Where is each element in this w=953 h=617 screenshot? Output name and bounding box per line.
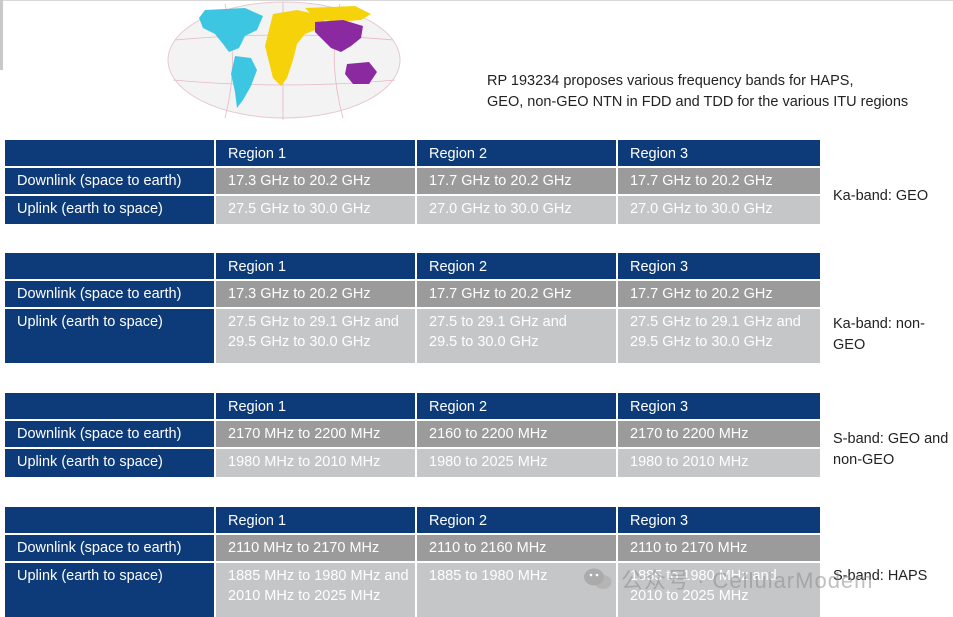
uplink-region-1-line-2: 2010 MHz to 2025 MHz (228, 588, 381, 604)
downlink-region-2: 2160 to 2200 MHz (417, 421, 616, 447)
header-blank (5, 140, 214, 166)
south-america-shape (231, 56, 257, 108)
top-rule (0, 0, 953, 1)
header-region-3: Region 3 (618, 253, 820, 279)
uplink-region-2: 1885 to 1980 MHz (417, 563, 616, 617)
header-region-2: Region 2 (417, 393, 616, 419)
header-region-2: Region 2 (417, 507, 616, 533)
intro-line-2: GEO, non-GEO NTN in FDD and TDD for the … (487, 94, 909, 110)
intro-line-1: RP 193234 proposes various frequency ban… (487, 73, 854, 89)
uplink-region-3-line-2: 2010 to 2025 MHz (630, 588, 749, 604)
downlink-region-1: 17.3 GHz to 20.2 GHz (216, 168, 415, 194)
downlink-region-2: 2110 to 2160 MHz (417, 535, 616, 561)
downlink-region-3: 17.7 GHz to 20.2 GHz (618, 168, 820, 194)
downlink-region-3: 2110 to 2170 MHz (618, 535, 820, 561)
downlink-label: Downlink (space to earth) (5, 535, 214, 561)
header-region-1: Region 1 (216, 140, 415, 166)
uplink-region-3-line-1: 1885 to 1980 MHz and (630, 568, 777, 584)
downlink-label: Downlink (space to earth) (5, 168, 214, 194)
uplink-region-3-line-1: 27.5 GHz to 29.1 GHz and (630, 314, 801, 330)
uplink-label: Uplink (earth to space) (5, 196, 214, 224)
uplink-region-1: 1980 MHz to 2010 MHz (216, 449, 415, 477)
uplink-region-2: 27.0 GHz to 30.0 GHz (417, 196, 616, 224)
downlink-row: Downlink (space to earth) 17.3 GHz to 20… (5, 168, 820, 194)
uplink-region-1-line-1: 27.5 GHz to 29.1 GHz and (228, 314, 399, 330)
oceania-shape (345, 62, 377, 84)
uplink-row: Uplink (earth to space) 27.5 GHz to 30.0… (5, 196, 820, 224)
header-blank (5, 393, 214, 419)
table-header-row: Region 1 Region 2 Region 3 (5, 393, 820, 419)
downlink-region-3: 17.7 GHz to 20.2 GHz (618, 281, 820, 307)
wechat-icon (584, 568, 612, 589)
header-blank (5, 253, 214, 279)
header-region-3: Region 3 (618, 507, 820, 533)
uplink-region-2: 1980 to 2025 MHz (417, 449, 616, 477)
band-label-s-haps: S-band: HAPS (833, 568, 928, 584)
header-region-3: Region 3 (618, 393, 820, 419)
header-region-3: Region 3 (618, 140, 820, 166)
uplink-region-1: 27.5 GHz to 30.0 GHz (216, 196, 415, 224)
header-blank (5, 507, 214, 533)
uplink-region-3: 27.5 GHz to 29.1 GHz and 29.5 GHz to 30.… (618, 309, 820, 363)
downlink-region-1: 2110 MHz to 2170 MHz (216, 535, 415, 561)
header-region-1: Region 1 (216, 393, 415, 419)
uplink-label: Uplink (earth to space) (5, 449, 214, 477)
uplink-region-3-line-2: 29.5 GHz to 30.0 GHz (630, 334, 773, 350)
band-label-ka-geo: Ka-band: GEO (833, 188, 929, 204)
uplink-region-1-line-1: 1885 MHz to 1980 MHz and (228, 568, 409, 584)
watermark: 公众号 · CellularModem (583, 563, 923, 595)
watermark-text: 公众号 · CellularModem (621, 568, 874, 593)
downlink-row: Downlink (space to earth) 2170 MHz to 22… (5, 421, 820, 447)
uplink-region-1: 1885 MHz to 1980 MHz and 2010 MHz to 202… (216, 563, 415, 617)
downlink-region-1: 17.3 GHz to 20.2 GHz (216, 281, 415, 307)
intro-text: RP 193234 proposes various frequency ban… (487, 71, 927, 113)
band-label-ka-non-geo: Ka-band: non-GEO (833, 316, 925, 353)
uplink-region-2-line-2: 29.5 to 30.0 GHz (429, 334, 539, 350)
uplink-region-3: 27.0 GHz to 30.0 GHz (618, 196, 820, 224)
uplink-row: Uplink (earth to space) 1980 MHz to 2010… (5, 449, 820, 477)
downlink-row: Downlink (space to earth) 2110 MHz to 21… (5, 535, 820, 561)
uplink-region-3: 1885 to 1980 MHz and 2010 to 2025 MHz (618, 563, 820, 617)
table-header-row: Region 1 Region 2 Region 3 (5, 140, 820, 166)
band-label-s-geo-line-1: S-band: GEO and (833, 431, 949, 447)
uplink-region-3: 1980 to 2010 MHz (618, 449, 820, 477)
header-region-1: Region 1 (216, 507, 415, 533)
asia-shape (315, 20, 363, 52)
uplink-region-1-line-2: 29.5 GHz to 30.0 GHz (228, 334, 371, 350)
downlink-row: Downlink (space to earth) 17.3 GHz to 20… (5, 281, 820, 307)
downlink-region-2: 17.7 GHz to 20.2 GHz (417, 281, 616, 307)
table-header-row: Region 1 Region 2 Region 3 (5, 253, 820, 279)
table-header-row: Region 1 Region 2 Region 3 (5, 507, 820, 533)
band-label-s-geo-line-2: non-GEO (833, 452, 895, 468)
downlink-region-3: 2170 to 2200 MHz (618, 421, 820, 447)
downlink-label: Downlink (space to earth) (5, 421, 214, 447)
downlink-region-1: 2170 MHz to 2200 MHz (216, 421, 415, 447)
header-region-2: Region 2 (417, 140, 616, 166)
header-region-1: Region 1 (216, 253, 415, 279)
downlink-region-2: 17.7 GHz to 20.2 GHz (417, 168, 616, 194)
uplink-row: Uplink (earth to space) 1885 MHz to 1980… (5, 563, 820, 617)
band-label-s-geo: S-band: GEO and non-GEO (833, 429, 948, 471)
uplink-region-1: 27.5 GHz to 29.1 GHz and 29.5 GHz to 30.… (216, 309, 415, 363)
page-edge (0, 0, 3, 70)
uplink-region-2-line-1: 27.5 to 29.1 GHz and (429, 314, 567, 330)
europe-africa-shape (265, 10, 325, 86)
itu-regions-world-map (167, 1, 401, 120)
russia-shape (305, 6, 371, 22)
uplink-label: Uplink (earth to space) (5, 309, 214, 363)
uplink-row: Uplink (earth to space) 27.5 GHz to 29.1… (5, 309, 820, 363)
uplink-label: Uplink (earth to space) (5, 563, 214, 617)
header-region-2: Region 2 (417, 253, 616, 279)
downlink-label: Downlink (space to earth) (5, 281, 214, 307)
uplink-region-2: 27.5 to 29.1 GHz and 29.5 to 30.0 GHz (417, 309, 616, 363)
americas-shape (199, 8, 263, 52)
